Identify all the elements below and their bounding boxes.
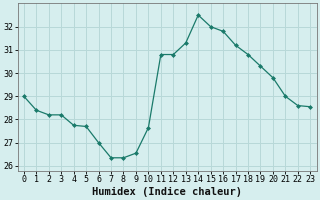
X-axis label: Humidex (Indice chaleur): Humidex (Indice chaleur) (92, 186, 242, 197)
